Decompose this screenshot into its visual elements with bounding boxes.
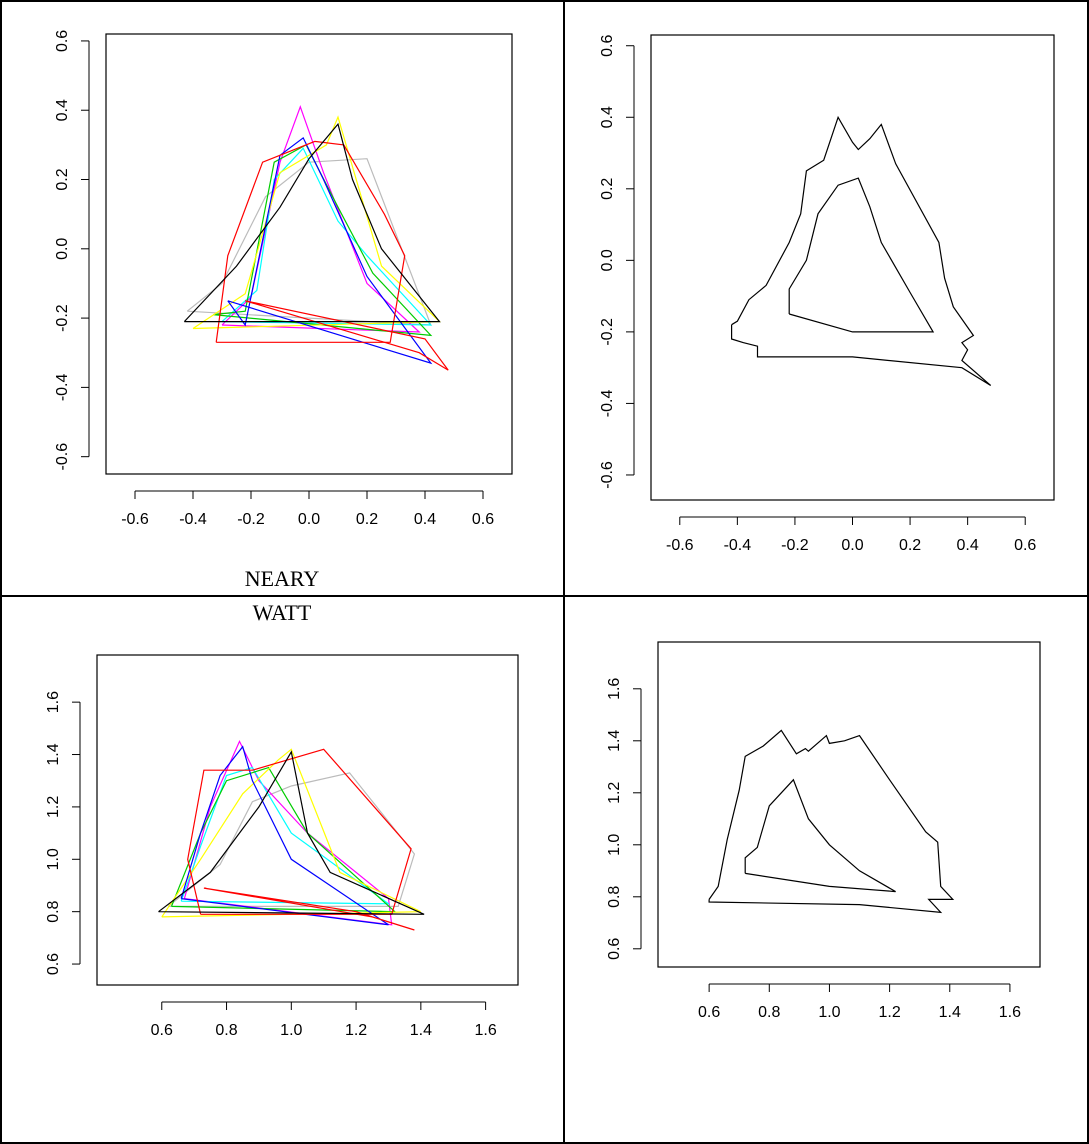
- y-tick-label: 1.2: [45, 796, 62, 818]
- y-tick-label: 0.6: [606, 938, 623, 960]
- x-tick-label: 1.0: [818, 1004, 840, 1021]
- y-tick-label: 1.6: [45, 691, 62, 713]
- y-tick-label: -0.2: [599, 318, 616, 346]
- y-tick-label: -0.6: [54, 443, 71, 471]
- x-tick-label: -0.2: [237, 511, 265, 528]
- x-tick-label: 1.0: [280, 1022, 302, 1039]
- y-tick-label: 0.6: [599, 35, 616, 57]
- y-tick-label: 0.4: [54, 99, 71, 121]
- y-tick-label: 0.2: [599, 178, 616, 200]
- x-tick-label: 1.6: [999, 1004, 1021, 1021]
- x-tick-label: -0.4: [724, 537, 752, 554]
- y-tick-label: 1.6: [606, 678, 623, 700]
- y-tick-label: -0.4: [599, 390, 616, 418]
- series-line-7: [187, 748, 412, 915]
- x-tick-label: -0.2: [781, 537, 809, 554]
- series-line-9: [158, 750, 425, 915]
- plot-frame: [96, 654, 519, 986]
- series-line-1: [708, 729, 955, 914]
- series-line-1: [730, 115, 992, 387]
- x-tick-label: 0.6: [1014, 537, 1036, 554]
- y-tick-label: 0.2: [54, 168, 71, 190]
- y-tick-label: 0.6: [54, 30, 71, 52]
- y-tick-label: 0.6: [45, 953, 62, 975]
- caption-neary: NEARY: [244, 566, 320, 591]
- x-tick-label: 1.6: [474, 1022, 496, 1039]
- x-tick-label: 1.4: [939, 1004, 961, 1021]
- y-tick-label: -0.4: [54, 374, 71, 402]
- x-tick-label: 0.6: [151, 1022, 173, 1039]
- x-tick-label: 0.8: [215, 1022, 237, 1039]
- x-tick-label: -0.6: [121, 511, 149, 528]
- x-tick-label: 0.0: [298, 511, 320, 528]
- x-tick-label: 0.4: [957, 537, 979, 554]
- series-line-5: [161, 748, 422, 918]
- x-tick-label: 0.6: [472, 511, 494, 528]
- x-tick-label: 1.2: [345, 1022, 367, 1039]
- y-tick-label: 1.2: [606, 782, 623, 804]
- series-line-2: [788, 177, 935, 333]
- y-tick-label: 0.0: [599, 249, 616, 271]
- series-line-3: [221, 147, 433, 326]
- x-tick-label: 0.0: [841, 537, 863, 554]
- plot-frame: [105, 33, 513, 475]
- y-tick-label: 0.0: [54, 238, 71, 260]
- plot-frame: [650, 34, 1055, 501]
- y-tick-label: 0.8: [606, 886, 623, 908]
- y-tick-label: 1.0: [606, 834, 623, 856]
- plot-frame: [657, 641, 1041, 968]
- x-tick-label: 0.6: [698, 1004, 720, 1021]
- x-tick-label: 1.2: [878, 1004, 900, 1021]
- series-line-8: [203, 887, 415, 931]
- y-tick-label: 0.4: [599, 106, 616, 128]
- y-tick-label: 1.4: [606, 730, 623, 752]
- y-tick-label: -0.2: [54, 304, 71, 332]
- series-line-2: [744, 778, 896, 893]
- series-line-6: [227, 136, 433, 365]
- y-tick-label: 0.8: [45, 900, 62, 922]
- caption-watt: WATT: [252, 600, 312, 625]
- y-tick-label: -0.6: [599, 461, 616, 489]
- x-tick-label: 0.2: [356, 511, 378, 528]
- y-tick-label: 1.0: [45, 848, 62, 870]
- series-line-1: [167, 772, 416, 908]
- series-line-2: [183, 739, 393, 926]
- series-line-8: [245, 300, 449, 371]
- y-tick-label: 1.4: [45, 743, 62, 765]
- x-tick-label: -0.4: [179, 511, 207, 528]
- series-line-9: [183, 122, 441, 323]
- x-tick-label: -0.6: [666, 537, 694, 554]
- x-tick-label: 0.8: [758, 1004, 780, 1021]
- x-tick-label: 0.4: [414, 511, 436, 528]
- series-line-3: [180, 766, 391, 905]
- x-tick-label: 1.4: [410, 1022, 432, 1039]
- x-tick-label: 0.2: [899, 537, 921, 554]
